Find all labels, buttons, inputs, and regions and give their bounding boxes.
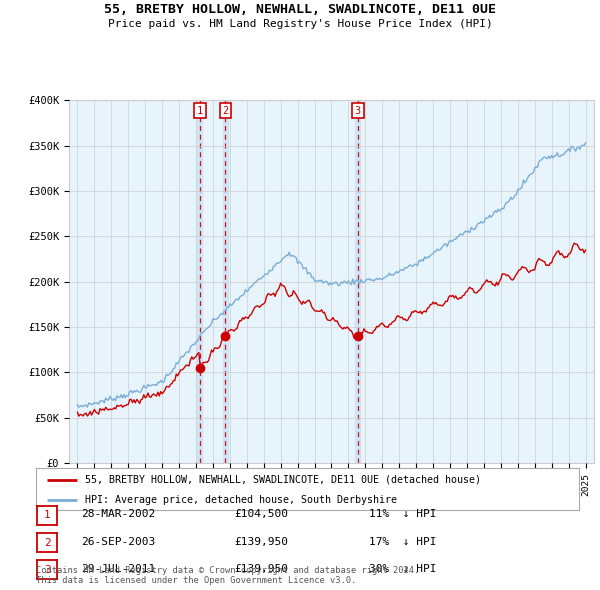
Text: 28-MAR-2002: 28-MAR-2002	[81, 510, 155, 519]
Bar	[197, 100, 202, 463]
Text: £104,500: £104,500	[234, 510, 288, 519]
Text: 3: 3	[44, 565, 50, 575]
Text: £139,950: £139,950	[234, 537, 288, 546]
Text: 55, BRETBY HOLLOW, NEWHALL, SWADLINCOTE, DE11 0UE (detached house): 55, BRETBY HOLLOW, NEWHALL, SWADLINCOTE,…	[85, 475, 481, 485]
Text: 26-SEP-2003: 26-SEP-2003	[81, 537, 155, 546]
Text: Price paid vs. HM Land Registry's House Price Index (HPI): Price paid vs. HM Land Registry's House …	[107, 19, 493, 29]
Text: £139,950: £139,950	[234, 564, 288, 573]
Text: 1: 1	[197, 106, 203, 116]
Text: 1: 1	[44, 510, 50, 520]
Bar	[355, 100, 361, 463]
Text: 30%  ↓ HPI: 30% ↓ HPI	[369, 564, 437, 573]
Bar	[223, 100, 228, 463]
Text: 17%  ↓ HPI: 17% ↓ HPI	[369, 537, 437, 546]
Text: 11%  ↓ HPI: 11% ↓ HPI	[369, 510, 437, 519]
Text: 29-JUL-2011: 29-JUL-2011	[81, 564, 155, 573]
Text: 55, BRETBY HOLLOW, NEWHALL, SWADLINCOTE, DE11 0UE: 55, BRETBY HOLLOW, NEWHALL, SWADLINCOTE,…	[104, 3, 496, 16]
Text: 3: 3	[355, 106, 361, 116]
Text: 2: 2	[44, 537, 50, 548]
Text: Contains HM Land Registry data © Crown copyright and database right 2024.
This d: Contains HM Land Registry data © Crown c…	[36, 566, 419, 585]
Text: 2: 2	[222, 106, 229, 116]
Text: HPI: Average price, detached house, South Derbyshire: HPI: Average price, detached house, Sout…	[85, 495, 397, 504]
